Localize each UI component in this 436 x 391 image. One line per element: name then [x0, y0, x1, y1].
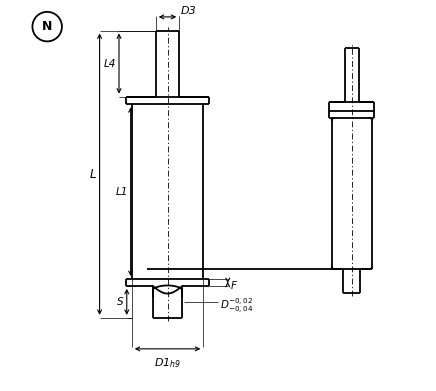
Text: S: S	[117, 297, 124, 307]
Text: N: N	[42, 20, 52, 33]
Text: D3: D3	[181, 6, 197, 16]
Text: D$^{-0,02}_{-0,04}$: D$^{-0,02}_{-0,04}$	[220, 297, 253, 316]
Text: L: L	[89, 168, 96, 181]
Text: L1: L1	[116, 187, 128, 197]
Text: D1$_{\mathregular{h9}}$: D1$_{\mathregular{h9}}$	[154, 357, 181, 370]
Text: L4: L4	[104, 59, 116, 68]
Text: F: F	[231, 281, 237, 291]
